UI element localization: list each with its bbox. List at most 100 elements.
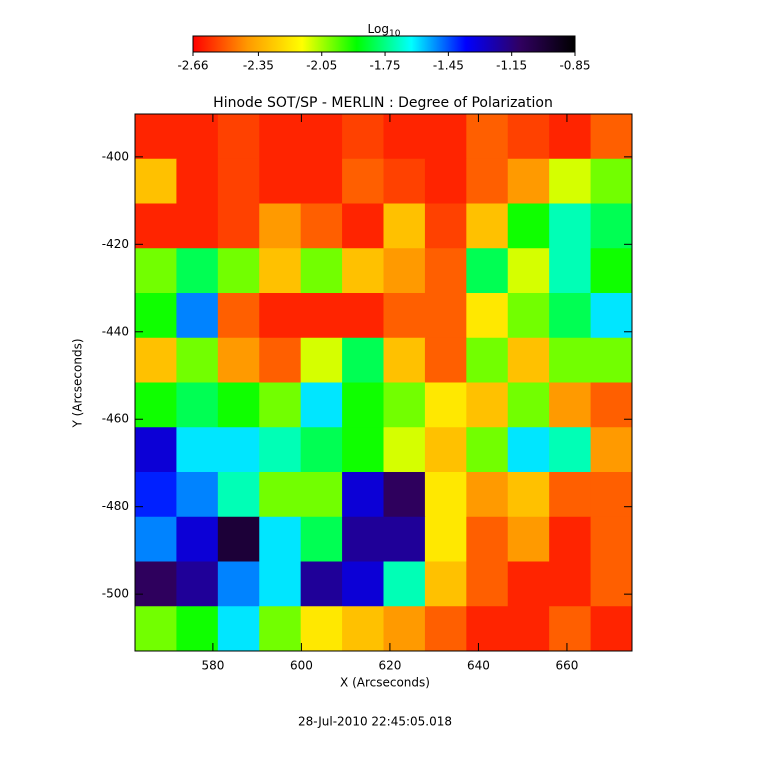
heatmap-cell bbox=[549, 606, 592, 652]
heatmap-cell bbox=[507, 248, 550, 294]
heatmap-cell bbox=[507, 606, 550, 652]
heatmap-cell bbox=[176, 606, 219, 652]
heatmap-cell bbox=[176, 516, 219, 562]
heatmap-cell bbox=[217, 472, 260, 518]
heatmap-cell bbox=[590, 158, 633, 204]
heatmap-cell bbox=[135, 158, 177, 204]
heatmap-cell bbox=[383, 337, 426, 383]
heatmap-cell bbox=[300, 516, 343, 562]
heatmap-cell bbox=[259, 293, 302, 339]
heatmap-cell bbox=[383, 203, 426, 249]
heatmap-cell bbox=[383, 114, 426, 160]
colorbar-tick-label: -0.85 bbox=[559, 59, 590, 73]
heatmap-cell bbox=[135, 427, 177, 473]
x-axis-label: X (Arcseconds) bbox=[340, 676, 430, 690]
heatmap-cell bbox=[176, 293, 219, 339]
heatmap-cell bbox=[135, 203, 177, 249]
heatmap-cell bbox=[424, 337, 467, 383]
heatmap-cell bbox=[466, 427, 509, 473]
heatmap-cell bbox=[507, 293, 550, 339]
heatmap-cell bbox=[300, 606, 343, 652]
heatmap-cell bbox=[176, 114, 219, 160]
heatmap-cell bbox=[590, 248, 633, 294]
heatmap-cell bbox=[549, 516, 592, 562]
heatmap-cell bbox=[259, 382, 302, 428]
heatmap-cell bbox=[466, 337, 509, 383]
heatmap-cell bbox=[383, 427, 426, 473]
colorbar-tick-label: -2.35 bbox=[243, 59, 274, 73]
heatmap-cell bbox=[424, 472, 467, 518]
heatmap-cell bbox=[549, 382, 592, 428]
colorbar-tick-label: -2.05 bbox=[306, 59, 337, 73]
heatmap-cell bbox=[466, 158, 509, 204]
heatmap-cell bbox=[300, 203, 343, 249]
heatmap-cell bbox=[259, 203, 302, 249]
colorbar-tick-label: -1.45 bbox=[433, 59, 464, 73]
heatmap-cell bbox=[176, 158, 219, 204]
heatmap-cell bbox=[217, 516, 260, 562]
heatmap-cell bbox=[217, 337, 260, 383]
x-tick-label: 600 bbox=[290, 659, 313, 673]
heatmap-cell bbox=[466, 472, 509, 518]
heatmap-cell bbox=[424, 114, 467, 160]
heatmap-cell bbox=[342, 472, 384, 518]
heatmap-cell bbox=[383, 561, 426, 607]
heatmap-cell bbox=[217, 606, 260, 652]
heatmap-cell bbox=[590, 293, 633, 339]
heatmap-cell bbox=[590, 561, 633, 607]
heatmap-cell bbox=[176, 561, 219, 607]
heatmap-cell bbox=[176, 427, 219, 473]
heatmap-cell bbox=[176, 472, 219, 518]
heatmap-cell bbox=[176, 248, 219, 294]
heatmap-cell bbox=[217, 382, 260, 428]
heatmap-cell bbox=[590, 427, 633, 473]
heatmap-cell bbox=[135, 561, 177, 607]
heatmap-cell bbox=[466, 114, 509, 160]
heatmap-cell bbox=[507, 561, 550, 607]
x-tick-label: 640 bbox=[467, 659, 490, 673]
heatmap-cell bbox=[342, 293, 384, 339]
heatmap-cell bbox=[259, 337, 302, 383]
heatmap-cell bbox=[342, 382, 384, 428]
colorbar-tick-label: -1.75 bbox=[370, 59, 401, 73]
y-tick-label: -460 bbox=[102, 412, 129, 426]
heatmap-cell bbox=[176, 382, 219, 428]
heatmap-cell bbox=[424, 158, 467, 204]
heatmap-cell bbox=[466, 248, 509, 294]
heatmap-cell bbox=[342, 337, 384, 383]
footer-date: 28-Jul-2010 22:45:05.018 bbox=[298, 715, 452, 729]
heatmap-cell bbox=[300, 382, 343, 428]
heatmap-cell bbox=[176, 337, 219, 383]
x-tick-label: 620 bbox=[378, 659, 401, 673]
heatmap-cell bbox=[217, 114, 260, 160]
y-tick-label: -400 bbox=[102, 149, 129, 163]
heatmap-cell bbox=[135, 516, 177, 562]
heatmap-cell bbox=[507, 158, 550, 204]
heatmap-cell bbox=[342, 606, 384, 652]
heatmap-cell bbox=[135, 382, 177, 428]
heatmap-cell bbox=[342, 114, 384, 160]
colorbar-tick-label: -1.15 bbox=[496, 59, 527, 73]
heatmap-cell bbox=[590, 516, 633, 562]
x-tick-label: 660 bbox=[555, 659, 578, 673]
colorbar-tick-label: -2.66 bbox=[177, 59, 208, 73]
heatmap-cell bbox=[259, 516, 302, 562]
heatmap-cell bbox=[135, 293, 177, 339]
heatmap-cell bbox=[135, 337, 177, 383]
heatmap-cell bbox=[176, 203, 219, 249]
heatmap-cell bbox=[383, 606, 426, 652]
heatmap-cell bbox=[383, 248, 426, 294]
heatmap-cell bbox=[549, 337, 592, 383]
heatmap-cell bbox=[590, 203, 633, 249]
heatmap-cell bbox=[507, 114, 550, 160]
heatmap-cell bbox=[424, 427, 467, 473]
heatmap-cell bbox=[549, 293, 592, 339]
heatmap-cell bbox=[590, 382, 633, 428]
heatmap-cell bbox=[507, 516, 550, 562]
heatmap-cell bbox=[424, 248, 467, 294]
heatmap-cell bbox=[590, 606, 633, 652]
colorbar-label: Log10 bbox=[368, 22, 401, 39]
heatmap-cell bbox=[383, 293, 426, 339]
